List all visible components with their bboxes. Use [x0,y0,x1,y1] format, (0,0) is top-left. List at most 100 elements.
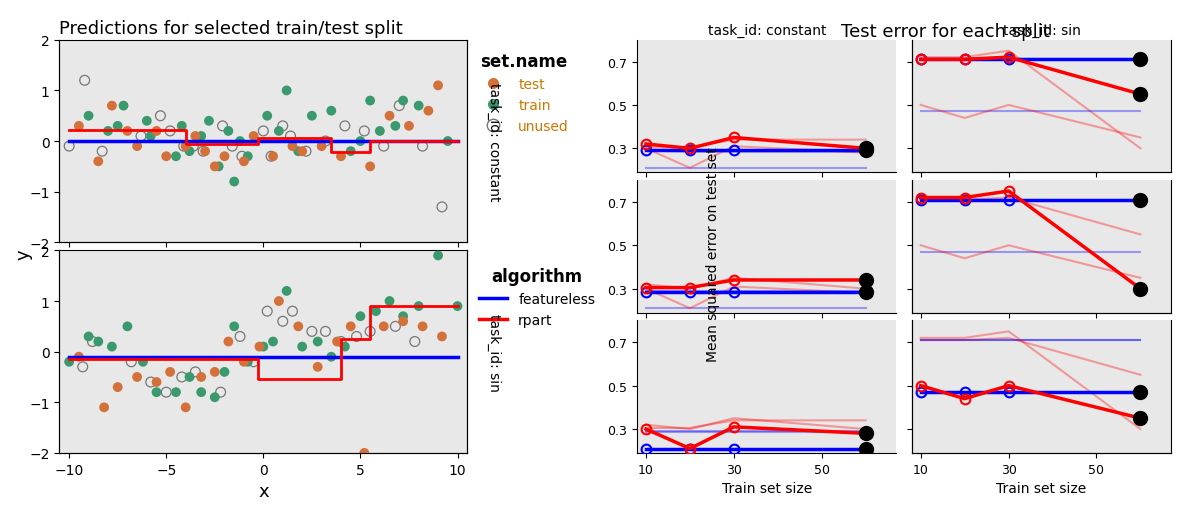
Point [194,148,213,156]
Point [114,102,133,110]
Point [428,82,447,90]
Point [394,313,413,321]
Point [366,307,385,316]
Point [433,204,452,212]
Point [191,133,210,141]
Point [209,163,228,171]
Point [302,328,321,336]
Point [332,338,351,346]
Text: Test error for each split: Test error for each split [841,23,1050,41]
Point [231,333,250,341]
Point [351,138,370,146]
Point [180,148,199,156]
Point [308,338,327,346]
Point [102,102,121,110]
Point [133,358,152,366]
Point [161,368,180,376]
Point [394,318,413,326]
Point [195,148,214,156]
Legend: featureless, rpart: featureless, rpart [473,262,600,333]
Point [270,297,289,305]
Point [185,368,205,376]
Point [184,143,203,151]
Title: task_id: constant: task_id: constant [707,24,826,38]
Point [191,388,210,397]
Point [69,123,88,131]
Point [108,383,127,391]
Point [206,368,225,376]
Point [428,252,447,260]
Point [89,338,108,346]
Point [264,153,283,161]
Point [405,338,424,346]
Point [394,97,413,105]
Point [89,158,108,166]
Point [283,143,302,151]
Point [283,307,302,316]
Point [108,123,127,131]
Point [244,133,263,141]
Point [341,323,360,331]
Point [448,302,467,310]
Point [141,133,161,141]
Point [225,178,244,186]
Point [121,358,140,366]
Point [386,123,405,131]
Point [231,138,250,146]
Point [258,112,277,121]
Point [360,328,379,336]
Point [147,378,166,386]
Point [176,404,195,412]
Point [93,148,112,156]
Point [118,323,137,331]
Point [215,153,234,161]
X-axis label: x: x [258,482,269,500]
Point [137,118,156,126]
Point [354,128,373,136]
Point [59,143,78,151]
Point [360,163,379,171]
Point [147,388,166,397]
Point [322,107,341,116]
Point [161,128,180,136]
Point [386,323,405,331]
Point [409,102,428,110]
Point [354,449,373,457]
Point [172,123,191,131]
Point [75,77,94,85]
Point [292,148,312,156]
Y-axis label: task_id: sin: task_id: sin [486,313,501,391]
Point [258,307,277,316]
Point [270,128,289,136]
Point [200,118,219,126]
Point [215,368,234,376]
Point [180,373,199,381]
Point [296,148,315,156]
Point [175,143,194,151]
Point [281,133,300,141]
Point [380,297,400,305]
Point [413,143,432,151]
Point [219,128,238,136]
Point [253,128,272,136]
Point [157,153,176,161]
Point [238,153,257,161]
Point [302,112,321,121]
Point [176,143,195,151]
Point [316,328,335,336]
Point [264,338,283,346]
Point [78,112,97,121]
Point [219,338,238,346]
Point [172,373,191,381]
Point [83,338,102,346]
Point [78,333,97,341]
Point [222,143,241,151]
Point [234,358,253,366]
Point [118,128,137,136]
Point [212,388,231,397]
Point [185,133,205,141]
Point [95,404,114,412]
Title: task_id: sin: task_id: sin [1002,24,1081,38]
Point [332,153,351,161]
Point [74,363,93,371]
